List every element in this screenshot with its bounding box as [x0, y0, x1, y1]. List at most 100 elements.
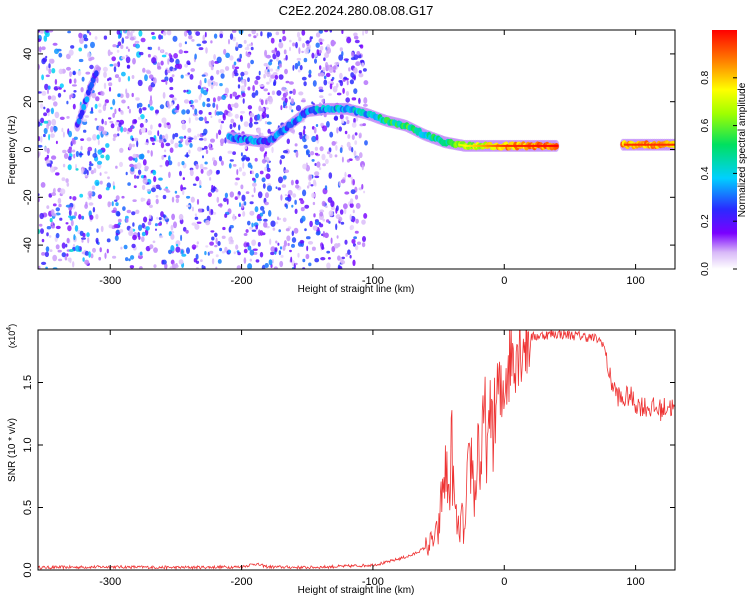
noise-speckle — [355, 202, 361, 209]
noise-speckle — [132, 153, 137, 159]
noise-speckle — [138, 107, 143, 114]
noise-speckle — [69, 71, 72, 78]
noise-speckle — [358, 187, 363, 191]
noise-speckle — [128, 156, 134, 161]
noise-speckle — [95, 214, 99, 220]
ridge-core — [644, 143, 647, 146]
noise-speckle — [88, 202, 94, 206]
noise-speckle — [138, 30, 143, 37]
noise-speckle — [132, 57, 136, 65]
noise-speckle — [41, 90, 47, 96]
noise-speckle — [321, 200, 326, 207]
noise-speckle — [180, 74, 184, 79]
noise-speckle — [338, 181, 341, 186]
noise-speckle — [343, 58, 349, 61]
noise-speckle — [41, 238, 45, 243]
noise-speckle — [362, 123, 367, 127]
noise-speckle — [295, 41, 298, 49]
noise-speckle — [349, 224, 355, 230]
noise-speckle — [51, 213, 57, 217]
noise-speckle — [125, 54, 128, 58]
noise-speckle — [215, 188, 219, 193]
noise-speckle — [255, 75, 261, 81]
noise-speckle — [216, 69, 220, 75]
noise-speckle — [45, 74, 50, 78]
noise-speckle — [141, 222, 145, 229]
noise-speckle — [248, 122, 253, 128]
noise-speckle — [43, 106, 46, 110]
noise-speckle — [149, 106, 154, 111]
noise-speckle — [86, 137, 92, 142]
noise-speckle — [164, 263, 168, 269]
noise-speckle — [315, 231, 321, 236]
noise-speckle — [125, 46, 129, 49]
noise-speckle — [363, 103, 368, 107]
noise-speckle — [362, 68, 367, 72]
noise-speckle — [158, 123, 162, 128]
noise-speckle — [174, 190, 178, 194]
ridge-core — [635, 143, 638, 146]
noise-speckle — [298, 132, 303, 136]
noise-speckle — [44, 83, 49, 91]
noise-speckle — [206, 170, 211, 177]
colorbar-tick-label: 0.2 — [700, 214, 711, 228]
noise-speckle — [196, 198, 200, 205]
noise-speckle — [284, 68, 288, 75]
noise-speckle — [203, 137, 207, 142]
noise-speckle — [105, 154, 110, 161]
noise-speckle — [314, 152, 319, 156]
noise-speckle — [67, 148, 72, 154]
noise-speckle — [186, 89, 189, 93]
noise-speckle — [326, 219, 330, 223]
noise-speckle — [277, 216, 279, 220]
noise-speckle — [353, 236, 357, 240]
spec-y-tick-label: 0 — [22, 146, 34, 152]
noise-speckle — [187, 62, 191, 65]
noise-speckle — [148, 74, 154, 79]
noise-speckle — [238, 30, 244, 35]
noise-speckle — [224, 246, 228, 253]
noise-speckle — [172, 68, 175, 72]
noise-speckle — [165, 190, 171, 193]
noise-speckle — [142, 107, 147, 111]
noise-speckle — [172, 133, 175, 140]
noise-speckle — [137, 116, 142, 120]
noise-speckle — [125, 218, 129, 223]
noise-speckle — [44, 251, 50, 258]
noise-speckle — [210, 230, 215, 233]
noise-speckle — [186, 109, 190, 115]
noise-speckle — [233, 68, 238, 75]
noise-speckle — [120, 246, 123, 250]
noise-speckle — [275, 221, 279, 225]
spec-y-tick-label: 20 — [22, 96, 34, 108]
noise-speckle — [212, 97, 216, 103]
noise-speckle — [242, 98, 245, 104]
noise-speckle — [326, 47, 331, 54]
noise-speckle — [40, 182, 46, 188]
noise-speckle — [322, 66, 326, 73]
noise-speckle — [153, 264, 157, 268]
noise-speckle — [117, 133, 120, 137]
noise-speckle — [55, 140, 58, 145]
noise-speckle — [290, 256, 293, 263]
noise-speckle — [214, 244, 218, 248]
noise-speckle — [94, 148, 97, 155]
noise-speckle — [147, 150, 150, 154]
noise-speckle — [69, 196, 72, 200]
noise-speckle — [270, 220, 276, 227]
noise-speckle — [264, 166, 268, 172]
noise-speckle — [361, 183, 364, 190]
noise-speckle — [337, 242, 341, 247]
noise-speckle — [237, 84, 241, 89]
spectrogram-marks — [38, 30, 675, 269]
noise-speckle — [328, 210, 334, 217]
ridge-core — [533, 144, 535, 147]
noise-speckle — [208, 143, 211, 148]
noise-speckle — [196, 43, 202, 47]
noise-speckle — [319, 95, 324, 98]
noise-speckle — [345, 116, 349, 120]
ridge-core — [483, 144, 485, 147]
noise-speckle — [324, 30, 329, 33]
noise-speckle — [187, 127, 192, 133]
